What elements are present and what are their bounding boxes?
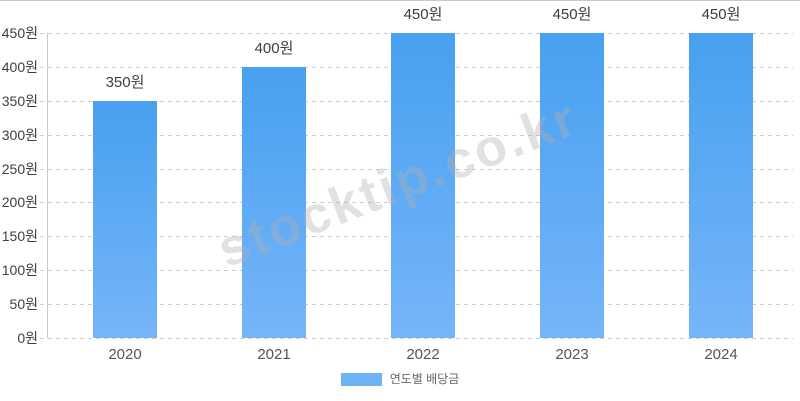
x-axis-label-2022: 2022 [406, 346, 440, 363]
y-tick-label-400: 400원 [1, 59, 38, 75]
y-tick-label-350: 350원 [1, 93, 38, 109]
bar-2023[interactable] [540, 33, 604, 338]
bar-2020[interactable] [93, 101, 157, 338]
y-tick-label-100: 100원 [1, 262, 38, 278]
x-axis-label-2021: 2021 [257, 346, 291, 363]
bar-value-label-2023: 450원 [552, 6, 592, 23]
y-tick-label-50: 50원 [9, 296, 38, 312]
x-axis-label-2023: 2023 [555, 346, 589, 363]
y-tick-label-0: 0원 [17, 330, 38, 346]
y-tick-label-250: 250원 [1, 161, 38, 177]
bar-value-label-2020: 350원 [105, 74, 145, 91]
bar-value-label-2022: 450원 [403, 6, 443, 23]
legend-swatch [340, 372, 382, 386]
bar-2021[interactable] [242, 67, 306, 338]
y-tick-label-300: 300원 [1, 127, 38, 143]
y-tick-label-450: 450원 [1, 25, 38, 41]
x-axis-label-2024: 2024 [704, 346, 738, 363]
y-tick-label-150: 150원 [1, 228, 38, 244]
bar-2024[interactable] [689, 33, 753, 338]
gridline-0 [40, 338, 793, 339]
bar-value-label-2021: 400원 [254, 40, 294, 57]
legend-item-dividend[interactable]: 연도별 배당금 [0, 371, 800, 387]
y-axis-line [47, 33, 48, 338]
bar-value-label-2024: 450원 [701, 6, 741, 23]
x-axis-label-2020: 2020 [108, 346, 142, 363]
y-tick-label-200: 200원 [1, 194, 38, 210]
bar-2022[interactable] [391, 33, 455, 338]
legend-label: 연도별 배당금 [389, 371, 460, 386]
